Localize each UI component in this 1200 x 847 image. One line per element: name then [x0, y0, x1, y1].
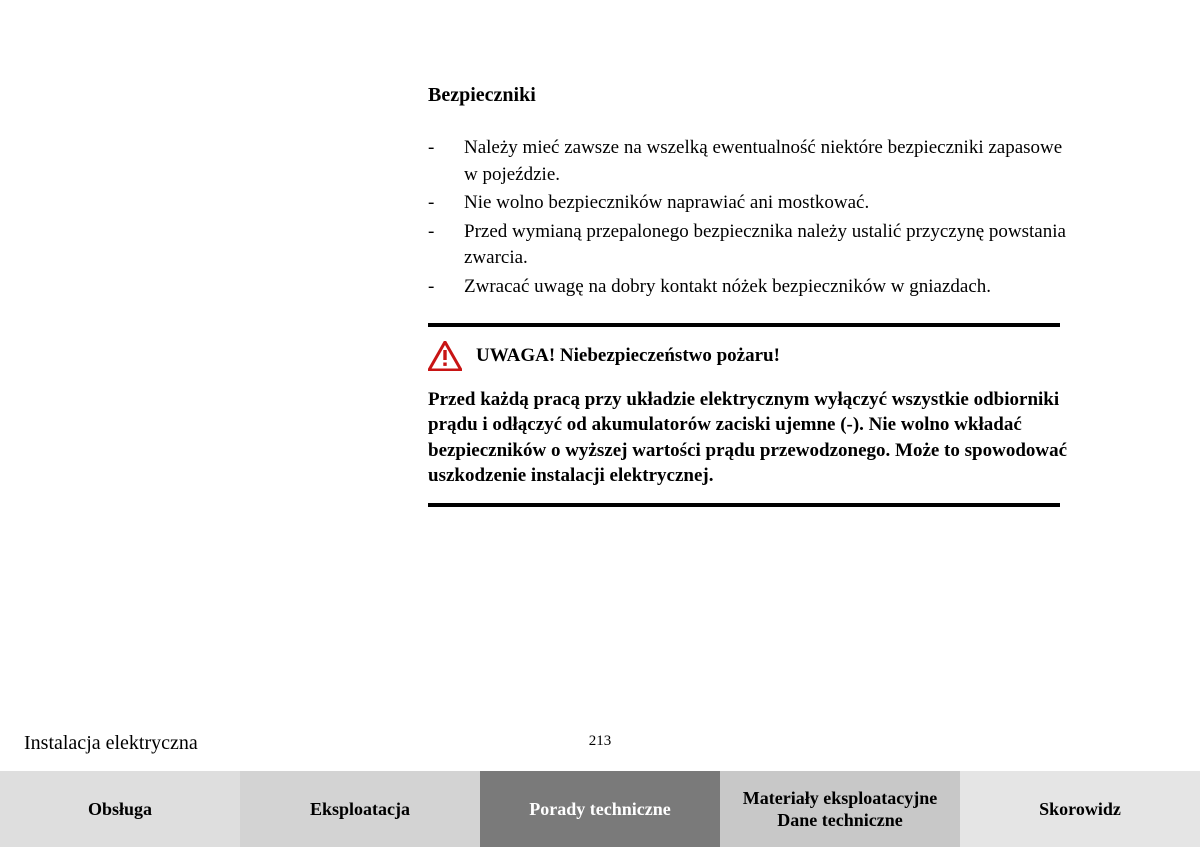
bullet-text: Zwracać uwagę na dobry kontakt nóżek bez… — [464, 274, 1068, 301]
content-block: Bezpieczniki - Należy mieć zawsze na wsz… — [428, 84, 1068, 507]
tab-eksploatacja[interactable]: Eksploatacja — [240, 771, 480, 847]
divider-top — [428, 323, 1060, 327]
manual-page: Bezpieczniki - Należy mieć zawsze na wsz… — [0, 0, 1200, 847]
tab-obsluga[interactable]: Obsługa — [0, 771, 240, 847]
section-title: Bezpieczniki — [428, 84, 1068, 107]
bullet-item: - Zwracać uwagę na dobry kontakt nóżek b… — [428, 274, 1068, 301]
warning-header: UWAGA! Niebezpieczeństwo pożaru! — [428, 341, 1068, 371]
tab-label: Materiały eksploatacyjne Dane techniczne — [743, 787, 937, 832]
tab-porady-techniczne[interactable]: Porady techniczne — [480, 771, 720, 847]
divider-bottom — [428, 503, 1060, 507]
tab-materialy-dane[interactable]: Materiały eksploatacyjne Dane techniczne — [720, 771, 960, 847]
bullet-item: - Przed wymianą przepalonego bezpiecznik… — [428, 219, 1068, 272]
bullet-list: - Należy mieć zawsze na wszelką ewentual… — [428, 135, 1068, 301]
tab-label: Porady techniczne — [529, 798, 670, 821]
page-number: 213 — [0, 733, 1200, 750]
tab-skorowidz[interactable]: Skorowidz — [960, 771, 1200, 847]
bullet-dash: - — [428, 190, 464, 217]
tab-label: Skorowidz — [1039, 798, 1121, 821]
warning-triangle-icon — [428, 341, 462, 371]
warning-body: Przed każdą pracą przy układzie elektryc… — [428, 387, 1068, 490]
warning-title: UWAGA! Niebezpieczeństwo pożaru! — [476, 345, 780, 367]
bullet-item: - Należy mieć zawsze na wszelką ewentual… — [428, 135, 1068, 188]
bullet-text: Nie wolno bezpieczników naprawiać ani mo… — [464, 190, 1068, 217]
bullet-text: Należy mieć zawsze na wszelką ewentualno… — [464, 135, 1068, 188]
bullet-dash: - — [428, 135, 464, 188]
bullet-dash: - — [428, 219, 464, 272]
tab-label: Eksploatacja — [310, 798, 410, 821]
bullet-item: - Nie wolno bezpieczników naprawiać ani … — [428, 190, 1068, 217]
tab-label: Obsługa — [88, 798, 152, 821]
bullet-dash: - — [428, 274, 464, 301]
tab-bar: Obsługa Eksploatacja Porady techniczne M… — [0, 771, 1200, 847]
bullet-text: Przed wymianą przepalonego bezpiecznika … — [464, 219, 1068, 272]
